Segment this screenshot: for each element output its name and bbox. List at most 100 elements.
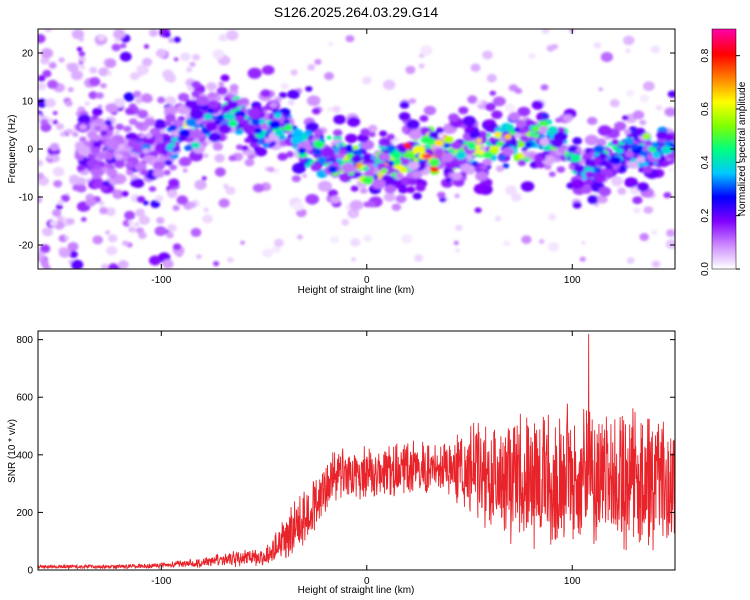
ridge-spot — [269, 120, 281, 129]
colorbar-band — [712, 129, 736, 132]
colorbar-band — [712, 35, 736, 38]
noise-spot — [47, 158, 53, 164]
noise-spot — [229, 84, 239, 92]
noise-spot — [66, 218, 75, 225]
ridge-spot — [253, 127, 263, 134]
noise-spot — [154, 226, 167, 237]
ridge-spot — [76, 184, 87, 193]
ridge-spot — [242, 123, 256, 133]
colorbar-band — [712, 213, 736, 216]
noise-spot — [528, 52, 536, 60]
noise-spot — [156, 217, 165, 224]
colorbar-band — [712, 143, 736, 146]
noise-spot — [655, 104, 663, 111]
noise-spot — [218, 198, 230, 208]
ridge-spot — [127, 139, 138, 148]
colorbar-band — [712, 165, 736, 168]
ridge-spot — [144, 117, 156, 127]
ridge-spot — [105, 138, 117, 148]
ridge-spot — [359, 187, 368, 194]
colorbar-band — [712, 221, 736, 224]
ridge-spot — [362, 154, 372, 162]
colorbar-frame — [711, 28, 737, 270]
ridge-spot — [381, 168, 388, 174]
spectrogram-ytick-label: -20 — [19, 241, 34, 252]
colorbar-band — [712, 47, 736, 50]
noise-spot — [97, 104, 103, 109]
ridge-spot — [297, 147, 307, 155]
ridge-spot — [398, 112, 411, 121]
noise-spot — [547, 242, 560, 252]
ridge-spot — [134, 162, 147, 172]
noise-spot — [69, 174, 80, 184]
colorbar-tick-label: 0.8 — [700, 48, 711, 62]
ridge-spot — [641, 161, 649, 167]
noise-spot — [57, 199, 64, 205]
noise-spot — [350, 238, 361, 247]
ridge-spot — [639, 119, 647, 126]
ridge-spot — [260, 89, 271, 98]
ridge-spot — [352, 145, 359, 150]
ridge-spot — [367, 201, 376, 208]
noise-spot — [166, 74, 176, 83]
colorbar-band — [712, 225, 736, 228]
ridge-spot — [360, 128, 371, 136]
noise-spot — [58, 57, 65, 63]
noise-spot — [176, 195, 188, 205]
ridge-spot — [398, 186, 408, 194]
noise-spot — [106, 245, 118, 256]
ridge-spot — [351, 154, 363, 164]
noise-spot — [105, 230, 111, 235]
ridge-spot — [252, 183, 265, 193]
ridge-spot — [384, 184, 397, 194]
noise-spot — [218, 81, 225, 87]
ridge-spot — [137, 141, 144, 147]
colorbar-band — [712, 65, 736, 68]
noise-spot — [201, 176, 207, 181]
ridge-spot — [399, 101, 410, 109]
noise-spot — [49, 142, 60, 151]
ridge-spot — [572, 137, 583, 145]
ridge-spot — [178, 92, 190, 102]
ridge-spot — [495, 165, 505, 172]
colorbar-band — [712, 33, 736, 36]
ridge-spot — [335, 153, 345, 160]
colorbar-band — [712, 267, 736, 270]
noise-spot — [71, 29, 84, 40]
ridge-spot — [649, 147, 657, 153]
ridge-spot — [520, 181, 535, 192]
ridge-spot — [383, 192, 396, 202]
snr-ytick-label: 400 — [16, 450, 33, 461]
ridge-spot — [254, 146, 268, 157]
noise-spot — [164, 96, 177, 106]
ridge-spot — [153, 119, 166, 128]
ridge-spot — [402, 152, 409, 158]
ridge-spot — [148, 186, 157, 192]
noise-spot — [88, 91, 98, 100]
noise-spot — [65, 100, 73, 107]
ridge-spot — [600, 160, 609, 167]
colorbar-band — [712, 99, 736, 102]
ridge-spot — [624, 177, 638, 188]
colorbar-band — [712, 161, 736, 164]
ridge-spot — [313, 149, 322, 156]
noise-spot — [203, 153, 209, 158]
ridge-spot — [572, 201, 582, 209]
noise-spot — [189, 61, 196, 67]
ridge-spot — [101, 166, 109, 172]
noise-spot — [593, 42, 602, 49]
ridge-spot — [290, 135, 303, 145]
ridge-spot — [207, 92, 217, 99]
noise-spot — [203, 207, 209, 213]
noise-spot — [454, 248, 461, 253]
colorbar-band — [712, 209, 736, 212]
ridge-spot — [140, 169, 149, 176]
noise-spot — [600, 51, 614, 63]
colorbar-tick-label: 0.6 — [700, 102, 711, 116]
ridge-spot — [247, 67, 262, 79]
colorbar-band — [712, 199, 736, 202]
ridge-spot — [222, 104, 233, 112]
ridge-spot — [145, 132, 153, 139]
spectrogram-xtick-label: -100 — [151, 275, 171, 286]
ridge-spot — [437, 191, 446, 199]
